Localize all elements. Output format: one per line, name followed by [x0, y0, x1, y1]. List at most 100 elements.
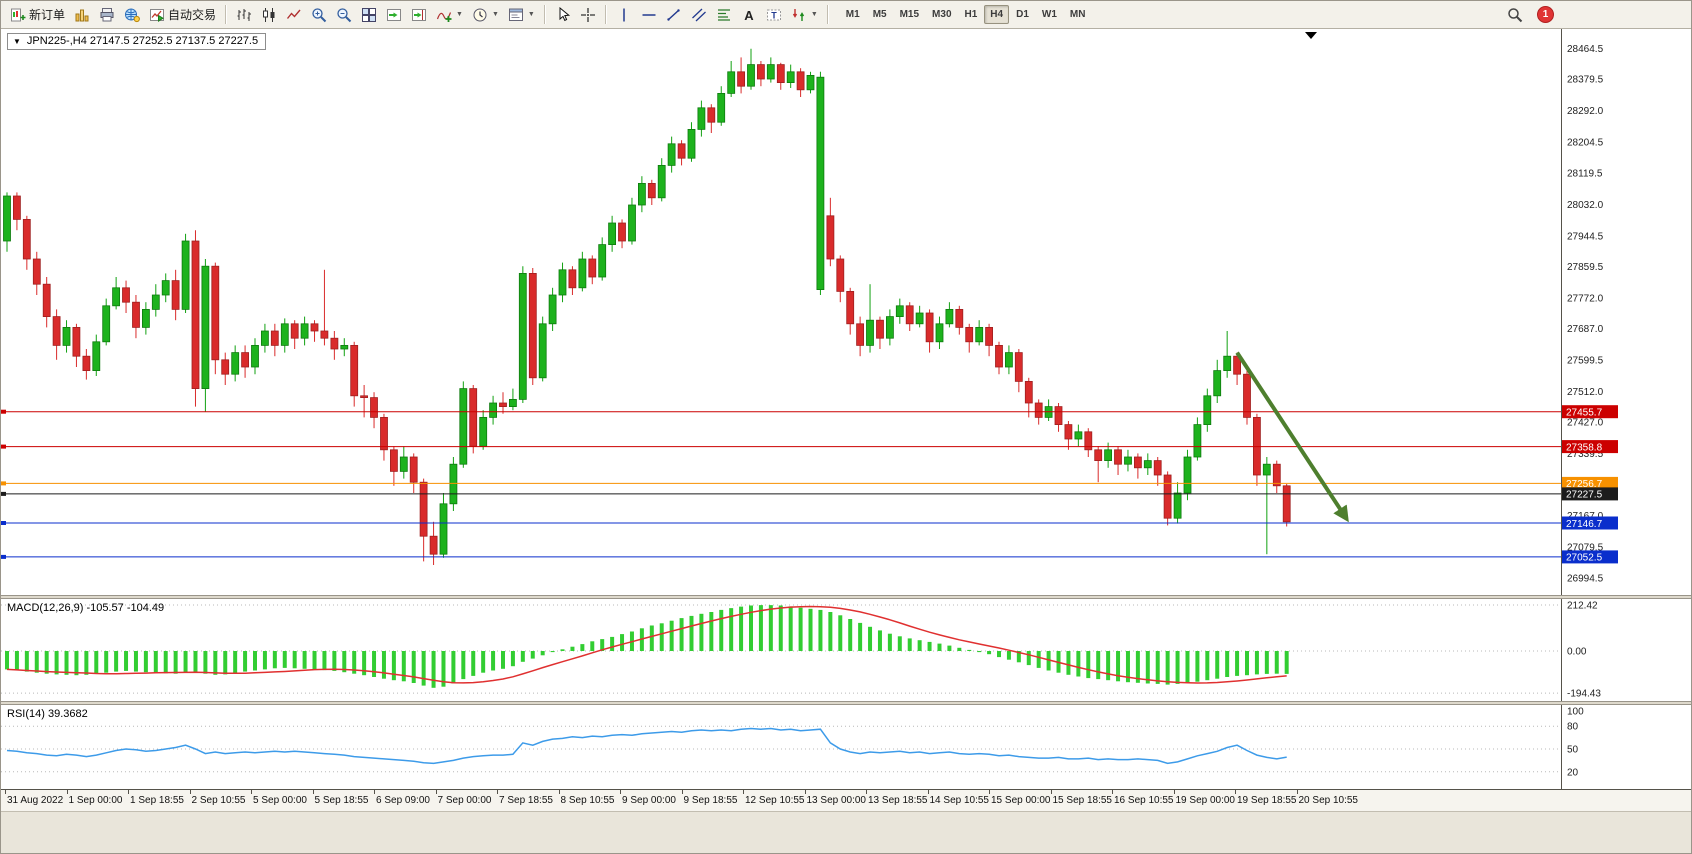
time-axis-tick [374, 790, 375, 794]
cursor-icon [555, 6, 571, 23]
vertical-line-tool-button[interactable] [612, 3, 636, 26]
timeframe-m15[interactable]: M15 [899, 9, 920, 20]
price-axis-label: 27599.5 [1567, 356, 1604, 367]
time-axis-tick [989, 790, 990, 794]
search-button[interactable] [1503, 3, 1527, 26]
time-axis-label: 5 Sep 00:00 [253, 795, 307, 806]
clock-icon [472, 7, 488, 23]
time-axis-label: 31 Aug 2022 [7, 795, 64, 806]
price-axis-label: 27687.0 [1567, 324, 1604, 335]
arrows-tool-button[interactable]: ▼ [787, 3, 822, 26]
rsi-label: RSI(14) 39.3682 [7, 708, 88, 720]
autotrading-button[interactable]: 自动交易 [145, 3, 220, 26]
text-label-tool-button[interactable]: T [762, 3, 786, 26]
market-watch-button[interactable] [70, 3, 94, 26]
time-axis-tick [620, 790, 621, 794]
timeframe-m1[interactable]: M1 [845, 9, 860, 20]
notification-badge[interactable]: 1 [1537, 6, 1554, 23]
time-axis-tick [312, 790, 314, 794]
timeframe-h4[interactable]: H4 [984, 5, 1010, 24]
toolbar-right-group: 1 [1503, 3, 1554, 26]
time-axis-tick [5, 790, 6, 794]
dropdown-caret-icon: ▼ [527, 11, 535, 18]
new-order-icon [10, 7, 26, 23]
bar-chart-mode-button[interactable] [232, 3, 256, 26]
macd-axis-label: -194.43 [1567, 689, 1601, 700]
time-axis-tick [1173, 790, 1175, 794]
line-chart-mode-button[interactable] [282, 3, 306, 26]
toolbar-separator [826, 5, 829, 24]
trendline-tool-button[interactable] [662, 3, 686, 26]
price-tag [1562, 476, 1618, 490]
time-axis-label: 16 Sep 10:55 [1114, 795, 1174, 806]
periods-button[interactable]: ▼ [468, 3, 503, 26]
price-axis-label: 27512.0 [1567, 387, 1604, 398]
channel-tool-button[interactable] [687, 3, 711, 26]
timeframe-m5[interactable]: M5 [872, 9, 887, 20]
time-axis-label: 15 Sep 18:55 [1052, 795, 1113, 806]
price-axis-label: 26994.5 [1567, 573, 1604, 584]
timeframe-w1[interactable]: W1 [1041, 9, 1057, 20]
templates-button[interactable]: ▼ [504, 3, 539, 26]
cursor-tool-button[interactable] [551, 3, 575, 26]
tile-windows-button[interactable] [357, 3, 381, 26]
text-tool-button[interactable]: A [737, 3, 761, 26]
price-axis-label: 28379.5 [1567, 75, 1604, 86]
expand-caret-icon[interactable]: ▼ [13, 36, 21, 46]
price-tag-label: 27052.5 [1566, 553, 1603, 564]
panel-splitter[interactable] [1, 595, 1691, 599]
rsi-level-label: 100 [1567, 707, 1584, 718]
candlestick-mode-button[interactable] [257, 3, 281, 26]
new-order-button[interactable]: 新订单 [6, 3, 69, 26]
time-axis-label: 7 Sep 00:00 [437, 795, 492, 806]
time-axis-label: 12 Sep 10:55 [745, 795, 805, 806]
rsi-canvas[interactable]: 100 80 50 20 [1, 705, 1692, 789]
price-chart-canvas[interactable]: 28464.5 28379.5 28292.0 28204.5 28119.5 28032… [1, 29, 1692, 595]
chart-shift-button[interactable] [407, 3, 431, 26]
print-button[interactable] [95, 3, 119, 26]
time-axis-tick [1050, 790, 1052, 794]
time-axis-tick [1112, 790, 1113, 794]
timeframe-h1[interactable]: H1 [964, 9, 978, 20]
time-axis-tick [497, 790, 498, 794]
timeframe-d1[interactable]: D1 [1016, 9, 1029, 20]
price-axis-label: 27339.5 [1567, 449, 1604, 460]
fibonacci-tool-button[interactable] [712, 3, 736, 26]
timeframe-mn[interactable]: MN [1069, 9, 1086, 20]
zoom-in-button[interactable] [307, 3, 331, 26]
timeframe-m30[interactable]: M30 [932, 9, 952, 20]
news-alerts-button[interactable] [120, 3, 144, 26]
price-axis-label: 27859.5 [1567, 262, 1604, 273]
vertical-line-icon [616, 7, 632, 23]
macd-label: MACD(12,26,9) -105.57 -104.49 [7, 602, 165, 614]
arrows-icon [791, 7, 807, 23]
horizontal-line-tool-button[interactable] [637, 3, 661, 26]
bar-chart-icon [236, 7, 252, 23]
svg-text:A: A [744, 8, 754, 23]
rsi-level-label: 20 [1567, 767, 1579, 778]
time-axis-tick [66, 790, 68, 794]
chart-shift-icon [411, 7, 427, 23]
price-tag [1562, 516, 1618, 530]
price-tag [1562, 550, 1618, 564]
rsi-level-label: 50 [1567, 745, 1579, 756]
line-chart-icon [286, 7, 302, 23]
macd-histogram [5, 605, 1289, 688]
panel-splitter[interactable] [1, 701, 1691, 705]
candlestick-icon [261, 7, 277, 23]
price-tag-label: 27455.7 [1566, 408, 1603, 419]
text-label-icon: T [766, 7, 782, 23]
price-axis-label: 28204.5 [1567, 138, 1604, 149]
zoom-out-button[interactable] [332, 3, 356, 26]
auto-scroll-button[interactable] [382, 3, 406, 26]
chart-shift-marker-icon[interactable] [1305, 32, 1317, 39]
time-axis[interactable]: 31 Aug 2022 1 Sep 00:00 1 Sep 18:55 2 Sep 1… [1, 789, 1691, 811]
crosshair-tool-button[interactable] [576, 3, 600, 26]
price-axis-label: 27079.5 [1567, 543, 1604, 554]
indicators-list-button[interactable]: ▼ [432, 3, 467, 26]
trend-arrow-annotation[interactable] [1235, 351, 1349, 523]
autotrading-label: 自动交易 [168, 8, 217, 22]
candlesticks [3, 48, 1291, 565]
template-icon [508, 7, 524, 23]
macd-canvas[interactable]: 212.42 0.00 -194.43 [1, 599, 1692, 701]
